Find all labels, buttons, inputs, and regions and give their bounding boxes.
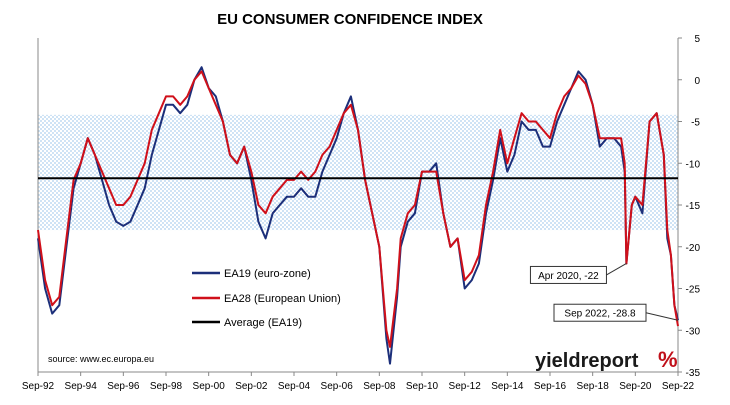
x-tick-label: Sep-10 — [406, 381, 439, 392]
x-tick-label: Sep-08 — [363, 381, 396, 392]
annotation-leader — [606, 263, 627, 276]
chart-title: EU CONSUMER CONFIDENCE INDEX — [217, 11, 483, 28]
x-tick-label: Sep-06 — [321, 381, 354, 392]
y-tick-label: -35 — [686, 368, 701, 379]
y-tick-label: 0 — [694, 76, 700, 87]
legend-label-ea19: EA19 (euro-zone) — [224, 268, 311, 280]
x-tick-label: Sep-22 — [662, 381, 695, 392]
x-tick-label: Sep-04 — [278, 381, 311, 392]
y-tick-label: -10 — [686, 159, 701, 170]
brand-percent: % — [658, 347, 678, 372]
annotation-box — [553, 303, 647, 322]
y-tick-label: -15 — [686, 201, 701, 212]
y-tick-label: -20 — [686, 243, 701, 254]
annotation-leader — [645, 312, 679, 321]
source-label: source: www.ec.europa.eu — [48, 354, 154, 364]
x-tick-label: Sep-96 — [107, 381, 140, 392]
plot-area: 5 0 -5 -10 -15 -20 -25 -30 -35 Sep-92 Sep-94 Sep-96… — [22, 34, 701, 392]
annotation-label: Sep 2022, -28.8 — [564, 309, 636, 320]
x-tick-label: Sep-02 — [235, 381, 268, 392]
brand-text: yieldreport — [535, 350, 639, 372]
series-ea28-line — [37, 70, 679, 348]
y-tick-label: -30 — [686, 326, 701, 337]
x-tick-label: Sep-20 — [619, 381, 652, 392]
legend-label-ea28: EA28 (European Union) — [224, 293, 341, 305]
brand-logo: yieldreport % — [535, 347, 678, 372]
x-tick-label: Sep-92 — [22, 381, 55, 392]
x-tick-label: Sep-14 — [491, 381, 524, 392]
x-tick-label: Sep-16 — [534, 381, 567, 392]
legend: EA19 (euro-zone) EA28 (European Union) A… — [192, 268, 341, 329]
x-tick-label: Sep-12 — [449, 381, 482, 392]
x-tick-label: Sep-94 — [65, 381, 98, 392]
y-tick-label: 5 — [694, 34, 700, 45]
annotation-label: Apr 2020, -22 — [538, 271, 599, 282]
y-tick-label: -5 — [691, 118, 700, 129]
annotation-box — [529, 265, 607, 284]
x-tick-label: Sep-00 — [193, 381, 226, 392]
x-tick-label: Sep-98 — [150, 381, 183, 392]
legend-label-average: Average (EA19) — [224, 317, 302, 329]
y-tick-label: -25 — [686, 285, 701, 296]
x-tick-label: Sep-18 — [577, 381, 610, 392]
